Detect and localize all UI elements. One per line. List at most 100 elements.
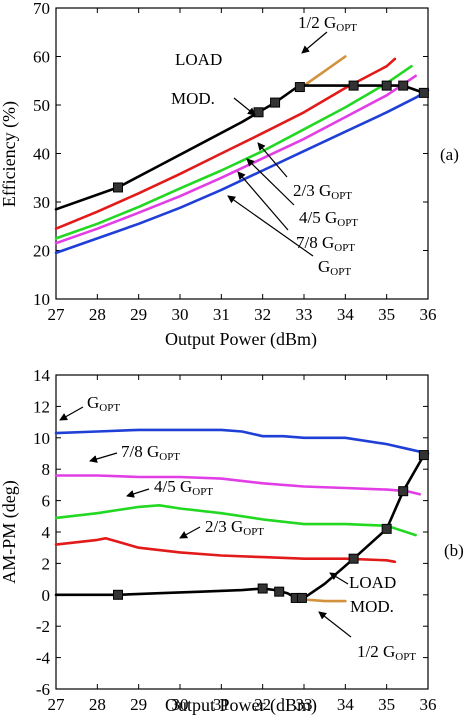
x-tick-label: 36: [420, 695, 437, 714]
annotation-g45: 4/5 GOPT: [299, 208, 358, 229]
y-tick-label: 20: [33, 242, 50, 261]
x-tick-label: 29: [130, 695, 147, 714]
panel-label: (b): [444, 541, 464, 560]
y-tick-label: -2: [36, 617, 50, 636]
y-tick-label: 12: [33, 397, 50, 416]
data-point-marker: [296, 592, 307, 603]
annotation-arrow: [301, 31, 328, 54]
annotation-g23: 2/3 GOPT: [293, 181, 352, 202]
x-axis-label: Output Power (dBm): [165, 329, 317, 350]
y-tick-label: 70: [33, 0, 50, 18]
x-tick-label: 27: [48, 695, 66, 714]
annotation-arrow: [318, 611, 352, 638]
data-point-marker: [381, 523, 392, 534]
x-tick-label: 33: [296, 305, 313, 324]
y-tick-label: -4: [36, 649, 51, 668]
series-line-g45: [54, 64, 413, 240]
data-point-marker: [348, 80, 359, 91]
x-tick-label: 30: [172, 695, 189, 714]
y-axis-label: AM-PM (deg): [0, 480, 20, 584]
x-tick-label: 32: [254, 305, 271, 324]
series-line-g23: [54, 57, 397, 230]
annotation-g78: 7/8 GOPT: [296, 233, 355, 254]
annotation-load2: MOD.: [171, 89, 215, 108]
data-point-marker: [381, 80, 392, 91]
annotation-arrow: [227, 195, 314, 257]
x-tick-label: 34: [337, 305, 355, 324]
data-point-marker: [253, 107, 264, 118]
y-tick-label: 60: [33, 48, 50, 67]
annotation-load1: LOAD: [349, 573, 396, 592]
y-tick-label: 4: [42, 523, 51, 542]
series-line-gopt: [54, 428, 430, 455]
x-tick-label: 27: [48, 305, 66, 324]
data-point-marker: [398, 80, 409, 91]
y-tick-label: 2: [42, 554, 51, 573]
x-axis-label: Output Power (dBm): [165, 695, 317, 716]
series-line-g78: [54, 74, 417, 245]
plot-frame: [55, 7, 429, 300]
series-line-g78: [54, 474, 422, 496]
data-point-marker: [270, 97, 281, 108]
data-point-marker: [294, 82, 305, 93]
y-tick-label: 10: [33, 429, 50, 448]
annotation-g23: 2/3 GOPT: [205, 517, 264, 538]
y-tick-label: 50: [33, 96, 50, 115]
x-tick-label: 34: [337, 695, 355, 714]
x-tick-label: 32: [254, 695, 271, 714]
y-tick-label: 14: [33, 366, 51, 385]
annotation-arrow: [246, 158, 295, 206]
annotation-load1: LOAD: [175, 50, 222, 69]
series-line-g45: [54, 503, 417, 537]
annotation-gopt: GOPT: [318, 257, 351, 278]
data-point-marker: [418, 450, 429, 461]
data-point-marker: [398, 486, 409, 497]
annotation-g45: 4/5 GOPT: [154, 477, 213, 498]
annotation-g78: 7/8 GOPT: [121, 442, 180, 463]
annotation-gopt: GOPT: [87, 393, 120, 414]
series-line-g12: [302, 55, 347, 87]
annotation-arrow: [329, 572, 349, 585]
data-point-marker: [274, 586, 285, 597]
x-tick-label: 28: [89, 305, 106, 324]
annotation-arrow: [233, 97, 256, 116]
panel-label: (a): [440, 145, 459, 164]
x-tick-label: 35: [378, 305, 395, 324]
x-tick-label: 30: [172, 305, 189, 324]
y-tick-label: -6: [36, 680, 50, 699]
annotation-arrow: [59, 406, 84, 421]
x-tick-label: 35: [378, 695, 395, 714]
annotation-arrow: [179, 526, 201, 539]
series-line-g23: [54, 536, 397, 564]
am-pm-chart: 27 28 29 30 31 32 33 34 35 36 -6 -4 -2 0 2 4 6 8 10 12 14 Out…: [0, 366, 464, 716]
series-line-g12: [302, 598, 347, 603]
x-tick-label: 36: [420, 305, 437, 324]
annotation-arrow: [89, 452, 118, 463]
y-tick-label: 10: [33, 290, 50, 309]
annotation-g12: 1/2 GOPT: [298, 13, 357, 34]
x-tick-label: 33: [296, 695, 313, 714]
annotation-arrow: [237, 171, 289, 231]
y-axis-label: Efficiency (%): [0, 101, 20, 207]
x-tick-label: 31: [213, 305, 230, 324]
data-point-marker: [113, 589, 123, 600]
y-tick-label: 8: [42, 460, 51, 479]
annotation-arrow: [126, 488, 150, 498]
efficiency-chart: 27 28 29 30 31 32 33 34 35 36 10 20 30 40 50 60 70 Output…: [0, 0, 459, 350]
annotation-arrow: [257, 142, 288, 178]
x-tick-label: 31: [213, 695, 230, 714]
data-point-marker: [348, 553, 359, 564]
annotation-g12: 1/2 GOPT: [357, 642, 416, 663]
y-tick-label: 0: [42, 586, 51, 605]
y-tick-label: 30: [33, 193, 50, 212]
data-point-marker: [113, 182, 123, 193]
y-tick-label: 6: [42, 492, 51, 511]
x-tick-label: 29: [130, 305, 147, 324]
y-tick-label: 40: [33, 145, 50, 164]
data-point-marker: [418, 87, 429, 98]
annotation-load2: MOD.: [350, 597, 394, 616]
data-point-marker: [257, 583, 268, 594]
series-line-gopt: [54, 89, 430, 255]
series-line-loadmod: [54, 453, 426, 600]
